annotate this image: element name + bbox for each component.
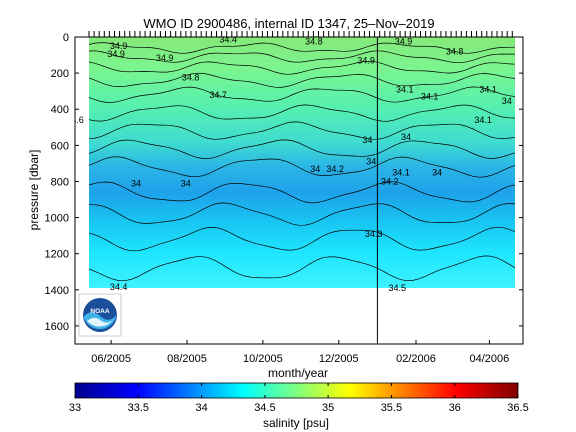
colorbar-tick-label: 36 bbox=[449, 402, 461, 414]
contour-line bbox=[89, 202, 516, 226]
main-plot: WMO ID 2900486, internal ID 1347, 25–Nov… bbox=[27, 16, 524, 380]
contour-label: 34.9 bbox=[110, 41, 128, 51]
contour-line bbox=[88, 50, 515, 64]
contour-label: 34 bbox=[362, 135, 372, 145]
colorbar-tick-label: 36.5 bbox=[507, 402, 528, 414]
contour-label: 34 bbox=[310, 164, 320, 174]
contour-line bbox=[88, 86, 516, 103]
contour-line bbox=[88, 104, 516, 122]
contour-line bbox=[88, 181, 516, 204]
colorbar: 33 33.5 34 34.5 35 35.5 36 36.5 salinity [psu] bbox=[69, 382, 529, 430]
contour-label: 34.6 bbox=[66, 115, 84, 125]
contour-line bbox=[88, 60, 516, 75]
contour-label: 34.9 bbox=[107, 49, 125, 59]
y-tick-label: 1400 bbox=[45, 285, 69, 297]
y-tick-label: 1200 bbox=[45, 249, 69, 261]
contour-line bbox=[88, 156, 516, 178]
contour-lines bbox=[88, 42, 516, 282]
contour-label: 34 bbox=[401, 132, 411, 142]
x-tick-label: 06/2005 bbox=[91, 353, 131, 365]
contour-label: 34.1 bbox=[421, 92, 439, 102]
contour-line bbox=[88, 72, 516, 88]
contour-label: 34.1 bbox=[392, 167, 410, 177]
contour-label: 34.2 bbox=[326, 164, 344, 174]
noaa-logo-icon: NOAA bbox=[78, 293, 122, 337]
contour-label: 34.8 bbox=[182, 73, 200, 83]
x-tick-label: 10/2005 bbox=[243, 353, 283, 365]
y-axis-label: pressure [dbar] bbox=[27, 150, 41, 231]
y-tick-label: 1000 bbox=[45, 213, 69, 225]
contour-label: 34.4 bbox=[219, 35, 237, 45]
noaa-logo-text: NOAA bbox=[90, 308, 109, 315]
contour-line bbox=[88, 226, 516, 252]
contour-label: 34.8 bbox=[446, 46, 464, 56]
y-tick-label: 800 bbox=[51, 177, 69, 189]
contour-line bbox=[88, 139, 516, 159]
x-axis-label: month/year bbox=[268, 366, 328, 380]
contour-line bbox=[88, 42, 516, 54]
colorbar-tick-label: 33.5 bbox=[128, 402, 149, 414]
contour-label: 34.9 bbox=[395, 37, 413, 47]
colorbar-tick-label: 33 bbox=[69, 402, 81, 414]
contour-line bbox=[88, 121, 516, 140]
contour-label: 34.1 bbox=[474, 115, 492, 125]
colorbar-gradient bbox=[74, 382, 519, 399]
contour-label: 34.1 bbox=[396, 84, 414, 94]
contour-label: 34 bbox=[131, 178, 141, 188]
y-tick-label: 200 bbox=[51, 68, 69, 80]
contour-label: 34.7 bbox=[209, 90, 227, 100]
contour-label: 34 bbox=[502, 96, 512, 106]
y-tick-label: 1600 bbox=[45, 321, 69, 333]
colorbar-label: salinity [psu] bbox=[263, 416, 329, 430]
contour-label: 34.4 bbox=[110, 282, 128, 292]
colorbar-ticks: 33 33.5 34 34.5 35 35.5 36 36.5 bbox=[69, 383, 529, 414]
salinity-field-area bbox=[89, 37, 515, 289]
contour-label: 34.9 bbox=[357, 56, 375, 66]
contour-label: 34 bbox=[432, 167, 442, 177]
x-tick-label: 08/2005 bbox=[167, 353, 207, 365]
chart-title: WMO ID 2900486, internal ID 1347, 25–Nov… bbox=[143, 16, 434, 31]
contour-label: 34.8 bbox=[305, 37, 323, 47]
colorbar-tick-label: 34 bbox=[195, 402, 207, 414]
contour-label: 34.1 bbox=[479, 84, 497, 94]
y-tick-label: 600 bbox=[51, 140, 69, 152]
plot-frame bbox=[74, 36, 524, 345]
contour-label: 34 bbox=[181, 178, 191, 188]
contour-label: 34 bbox=[366, 157, 376, 167]
x-tick-label: 04/2006 bbox=[470, 353, 510, 365]
profile-ticks bbox=[88, 31, 513, 37]
y-axis: 0 200 400 600 800 1000 1200 1400 1600 bbox=[45, 32, 523, 333]
colorbar-tick-label: 35 bbox=[322, 402, 334, 414]
x-tick-label: 12/2005 bbox=[319, 353, 359, 365]
x-axis: 06/2005 08/2005 10/2005 12/2005 02/2006 04/20… bbox=[91, 340, 509, 365]
y-tick-label: 400 bbox=[51, 104, 69, 116]
contour-label: 34.3 bbox=[365, 229, 383, 239]
y-tick-label: 0 bbox=[63, 32, 69, 44]
colorbar-tick-label: 35.5 bbox=[381, 402, 402, 414]
contour-line bbox=[88, 255, 516, 282]
contour-label: 34.9 bbox=[156, 53, 174, 63]
colorbar-tick-label: 34.5 bbox=[254, 402, 275, 414]
x-tick-label: 02/2006 bbox=[396, 353, 436, 365]
contour-label: 34.2 bbox=[381, 177, 399, 187]
contour-label: 34.5 bbox=[389, 283, 407, 293]
